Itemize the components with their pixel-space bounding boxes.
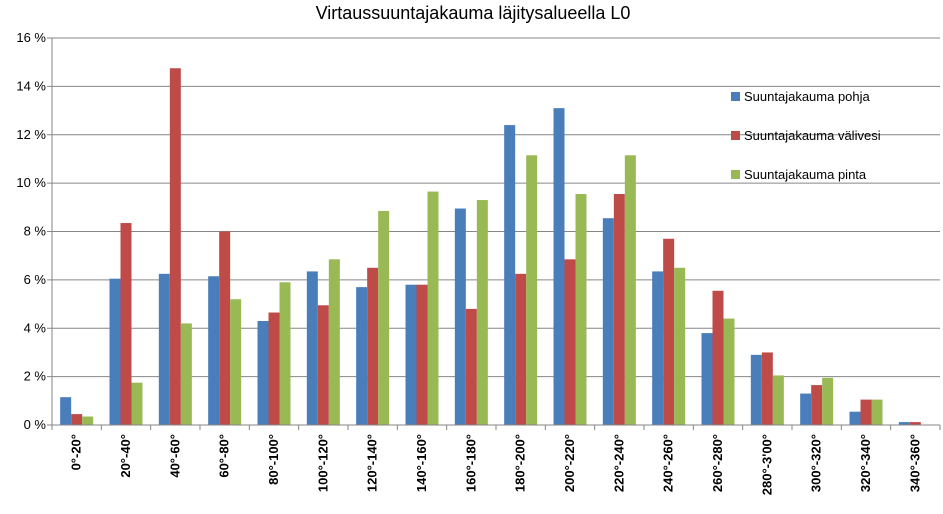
bar-2 bbox=[663, 238, 675, 425]
bar-1 bbox=[898, 422, 910, 425]
x-tick-label: 200°-220° bbox=[562, 434, 577, 492]
x-tick-label: 0°-20° bbox=[69, 434, 84, 470]
bar-2 bbox=[564, 259, 576, 425]
y-tick-label: 2 % bbox=[24, 369, 47, 384]
bar-1 bbox=[701, 333, 713, 425]
bar-1 bbox=[504, 125, 516, 425]
bar-3 bbox=[822, 377, 834, 425]
x-tick-label: 120°-140° bbox=[365, 434, 380, 492]
y-tick-label: 8 % bbox=[24, 224, 47, 239]
legend-swatch bbox=[731, 131, 740, 140]
y-tick-label: 12 % bbox=[16, 127, 46, 142]
bar-1 bbox=[750, 354, 762, 425]
y-tick-label: 6 % bbox=[24, 272, 47, 287]
bar-2 bbox=[71, 414, 83, 425]
bar-1 bbox=[109, 278, 121, 425]
bar-1 bbox=[257, 320, 269, 425]
legend-label: Suuntajakauma välivesi bbox=[744, 128, 881, 143]
x-tick-label: 160°-180° bbox=[463, 434, 478, 492]
x-axis: 0°-20° 20°-40° 40°-60° 60°-80° 80°-100° 100°-… bbox=[51, 424, 941, 495]
x-tick-label: 340°-360° bbox=[907, 434, 922, 492]
bar-3 bbox=[624, 155, 636, 425]
bar-1 bbox=[553, 108, 565, 426]
x-tick-label: 100°-120° bbox=[315, 434, 330, 492]
bar-3 bbox=[526, 155, 538, 425]
bar-3 bbox=[279, 282, 291, 425]
x-tick-label: 220°-240° bbox=[611, 434, 626, 492]
bar-2 bbox=[613, 194, 625, 425]
x-tick-label: 240°-260° bbox=[661, 434, 676, 492]
bar-3 bbox=[476, 200, 488, 425]
bar-2 bbox=[219, 231, 231, 425]
chart-title: Virtaussuuntajakauma läjitysalueella L0 bbox=[316, 3, 631, 23]
bars bbox=[60, 68, 921, 426]
x-tick-label: 320°-340° bbox=[858, 434, 873, 492]
bar-2 bbox=[169, 68, 181, 425]
x-tick-label: 140°-160° bbox=[414, 434, 429, 492]
y-tick-label: 4 % bbox=[24, 320, 47, 335]
bar-1 bbox=[849, 411, 861, 425]
bar-3 bbox=[427, 191, 439, 425]
bar-2 bbox=[268, 312, 280, 425]
bar-2 bbox=[761, 352, 773, 425]
bar-1 bbox=[356, 287, 368, 425]
bar-3 bbox=[723, 318, 735, 425]
y-tick-label: 0 % bbox=[24, 417, 47, 432]
x-tick-label: 300°-320° bbox=[809, 434, 824, 492]
bar-2 bbox=[712, 290, 724, 425]
bar-3 bbox=[180, 323, 192, 425]
bar-1 bbox=[454, 208, 466, 425]
x-tick-label: 40°-60° bbox=[167, 434, 182, 478]
bar-3 bbox=[772, 375, 784, 425]
bar-1 bbox=[405, 284, 417, 425]
x-tick-label: 280°-3'00° bbox=[759, 434, 774, 495]
legend-swatch bbox=[731, 170, 740, 179]
legend: Suuntajakauma pohja Suuntajakauma välives… bbox=[731, 89, 881, 182]
bar-3 bbox=[230, 299, 242, 425]
bar-1 bbox=[652, 271, 664, 425]
bar-3 bbox=[328, 259, 340, 425]
bar-3 bbox=[131, 382, 143, 425]
bar-2 bbox=[120, 223, 132, 425]
bar-3 bbox=[378, 210, 390, 425]
bar-3 bbox=[575, 194, 587, 425]
y-tick-label: 10 % bbox=[16, 175, 46, 190]
bar-3 bbox=[82, 416, 94, 425]
bar-2 bbox=[317, 305, 329, 425]
bar-1 bbox=[602, 218, 614, 425]
bar-2 bbox=[860, 399, 872, 425]
x-tick-label: 260°-280° bbox=[710, 434, 725, 492]
bar-2 bbox=[465, 308, 477, 425]
legend-label: Suuntajakauma pinta bbox=[744, 167, 867, 182]
bar-2 bbox=[909, 422, 921, 425]
y-tick-label: 16 % bbox=[16, 30, 46, 45]
legend-label: Suuntajakauma pohja bbox=[744, 89, 871, 104]
y-tick-label: 14 % bbox=[16, 78, 46, 93]
bar-1 bbox=[208, 276, 220, 425]
x-tick-label: 60°-80° bbox=[217, 434, 232, 478]
bar-2 bbox=[416, 284, 428, 425]
gridlines bbox=[52, 37, 940, 426]
y-axis: 0 % 2 % 4 % 6 % 8 % 10 % 12 % 14 % 16 % bbox=[16, 30, 53, 432]
bar-1 bbox=[306, 271, 318, 425]
bar-2 bbox=[515, 273, 527, 425]
bar-1 bbox=[158, 273, 170, 425]
legend-swatch bbox=[731, 92, 740, 101]
bar-2 bbox=[811, 385, 823, 425]
bar-3 bbox=[674, 267, 686, 425]
bar-3 bbox=[871, 399, 883, 425]
bar-1 bbox=[60, 397, 72, 425]
x-tick-label: 180°-200° bbox=[513, 434, 528, 492]
bar-1 bbox=[800, 393, 812, 425]
x-tick-label: 80°-100° bbox=[266, 434, 281, 485]
x-tick-label: 20°-40° bbox=[118, 434, 133, 478]
bar-2 bbox=[367, 267, 379, 425]
